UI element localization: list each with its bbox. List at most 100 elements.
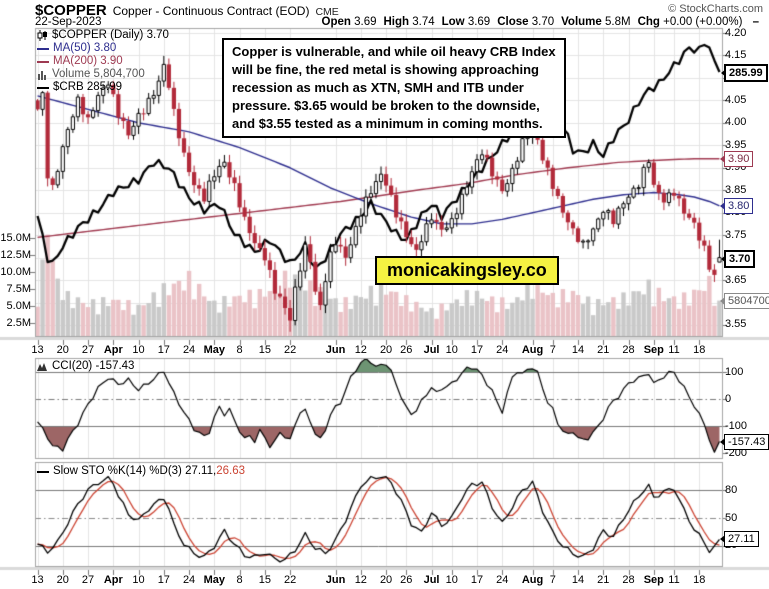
cci-area-icon [37,361,48,372]
x-axis-label: 15 [258,574,271,586]
x-axis-label: 7 [549,344,556,356]
volume-axis-label: 12.5M [0,248,31,261]
quote-value-close: 3.70 [528,16,555,28]
x-axis-label: 27 [81,344,95,356]
line-swatch [37,60,49,63]
x-axis-label: Jun [325,344,346,356]
sto-line-swatch [37,470,49,473]
volume-axis-label: 15.0M [0,231,31,244]
x-axis-label: Aug [521,574,544,586]
badge-arrow-icon [717,69,726,77]
legend-label: $CRB 285.99 [53,81,123,93]
x-axis-label: 17 [470,344,484,356]
quote-label-open: Open [321,16,351,28]
cci-legend-label: CCI(20) -157.43 [52,360,135,372]
legend-row-0: $COPPER (Daily) 3.70 [37,29,169,42]
x-axis-label: Aug [521,344,544,356]
x-axis-label: 10 [445,344,458,356]
legend-label: MA(50) 3.80 [53,42,117,54]
x-axis-label: 13 [31,574,44,586]
copyright: © StockCharts.com [668,3,763,15]
x-axis-label: 24 [496,344,509,356]
x-axis-label: 12 [354,574,367,586]
x-axis-label: 27 [81,574,95,586]
x-axis-label: Sep [643,574,664,586]
x-axis-label: 8 [236,344,243,356]
axis-value-badge-27.11: 27.11 [720,531,759,548]
x-axis-label: 17 [157,344,170,356]
quote-label-chg: Chg [637,16,660,28]
x-axis-label: 11 [668,344,680,356]
chart-subheader: 22-Sep-2023 Open 3.69 High 3.74 Low 3.69 Cl… [35,16,759,28]
exchange: CME [315,6,339,18]
volume-axis-label: 10.0M [0,265,31,278]
price-axis-label: 3.95 [725,138,747,151]
legend-row-3: Volume 5,804,700 [37,68,169,81]
x-axis-label: 20 [56,574,69,586]
x-axis-label: 10 [132,344,145,356]
axis-value-badge-3.90: 3.90 [720,150,754,167]
legend-row-1: MA(50) 3.80 [37,42,169,55]
x-axis-label: 10 [132,574,145,586]
x-axis-label: Jul [423,344,440,356]
sto-legend-label: Slow STO %K(14) %D(3) 27.11, [53,465,217,477]
legend-row-2: MA(200) 3.90 [37,55,169,68]
chart-date: 22-Sep-2023 [35,16,102,28]
x-axis-label: 28 [622,574,635,586]
price-axis-label: 3.65 [725,273,747,286]
badge-arrow-icon [716,201,725,210]
volume-axis-label: 2.5M [6,316,31,329]
cci-axis-label: -100 [725,419,748,432]
x-axis-label: 20 [56,344,69,356]
x-axis-label: May [203,344,226,356]
x-axis-label: 14 [571,574,585,586]
quote-value-high: 3.74 [409,16,435,28]
chart-header: $COPPER Copper - Continuous Contract (EOD… [35,2,765,19]
axis-value-badge-3.80: 3.80 [720,197,754,214]
symbol-description: Copper - Continuous Contract (EOD) [112,4,310,18]
x-axis-label: Apr [103,344,123,356]
x-axis-label: 26 [400,574,413,586]
sto-axis-label: 50 [725,511,738,524]
price-axis-label: 3.55 [725,318,747,331]
x-axis-label: Sep [643,344,664,356]
x-axis-label: Jun [325,574,346,586]
quote-label-close: Close [497,16,529,28]
x-axis-label: 20 [379,344,393,356]
x-axis-label: 24 [496,574,509,586]
x-axis-label: 28 [622,344,635,356]
badge-arrow-icon [716,154,725,163]
x-axis-label: 12 [354,344,367,356]
x-axis-label: Apr [103,574,123,586]
axis-value-badge-3.70: 3.70 [721,249,756,268]
price-axis-label: 4.00 [725,116,747,129]
quote-value-low: 3.69 [464,16,491,28]
badge-arrow-icon [716,437,725,446]
quote-value-volume: 5.8M [601,16,631,28]
sto-panel-legend: Slow STO %K(14) %D(3) 27.11, 26.63 [37,465,245,478]
legend-label: Volume 5,804,700 [52,68,145,80]
cci-axis-label: 100 [725,365,744,378]
x-axis-label: 8 [236,574,243,586]
x-axis-label: 18 [693,344,706,356]
price-axis-label: 4.20 [725,26,747,39]
legend-row-4: $CRB 285.99 [37,81,169,94]
x-axis-label: 7 [549,574,556,586]
quote-value-open: 3.69 [350,16,377,28]
badge-arrow-icon [716,535,725,544]
quote-summary: Open 3.69 High 3.74 Low 3.69 Close 3.70 Volu… [315,16,759,28]
chg-line-dash: – [749,16,759,28]
x-axis-label: 24 [182,574,196,586]
x-axis-label: 26 [400,344,413,356]
x-axis-label: 14 [571,344,585,356]
cci-panel-legend: CCI(20) -157.43 [37,360,134,373]
x-axis-label: 21 [597,344,610,356]
annotation-note: Copper is vulnerable, and while oil heav… [222,38,566,138]
axis-value-badge-285.99: 285.99 [721,64,768,82]
volume-bars-icon [37,69,48,80]
price-axis-label: 4.05 [725,93,747,106]
legend-label: MA(200) 3.90 [53,55,123,67]
quote-label-low: Low [441,16,465,28]
x-axis-label: 13 [31,344,44,356]
